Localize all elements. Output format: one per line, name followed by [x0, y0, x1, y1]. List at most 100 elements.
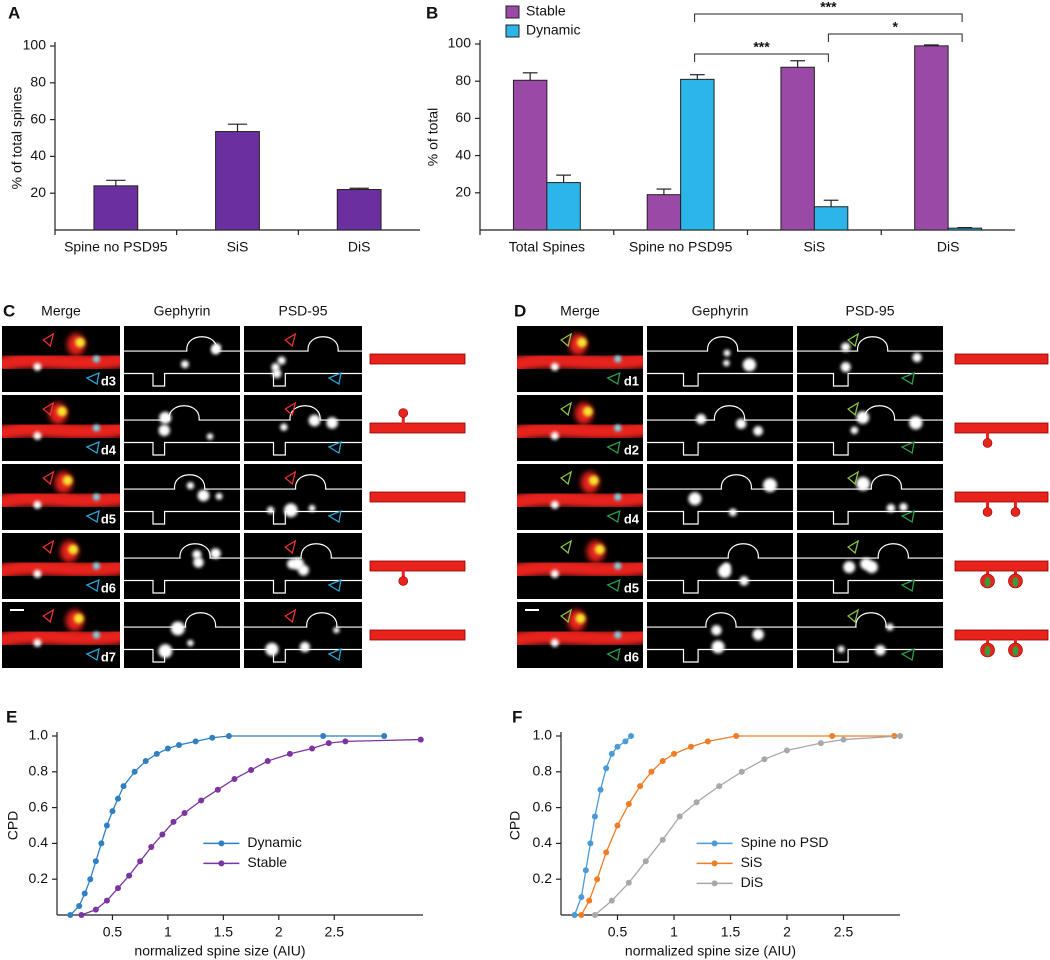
cdf-point [115, 885, 121, 892]
x-tick-label: 1 [670, 924, 678, 940]
image-tile: d3 [2, 326, 120, 392]
arrowhead [846, 539, 860, 555]
puncta [742, 358, 756, 372]
puncta [614, 631, 622, 639]
legend-label: Spine no PSD [741, 834, 829, 850]
bar [512, 79, 548, 231]
outline [647, 579, 793, 594]
schematic-dendrite [954, 422, 1049, 434]
cdf-point [342, 738, 349, 745]
arrowhead [606, 371, 621, 386]
image-tile [647, 533, 793, 599]
arrowhead [606, 509, 621, 524]
legend-marker [711, 840, 718, 847]
cdf-point [192, 738, 199, 745]
puncta [192, 549, 202, 559]
puncta [33, 431, 42, 440]
tile-background [124, 533, 240, 599]
outline [797, 648, 943, 663]
image-tile [244, 602, 362, 668]
outline [124, 612, 240, 628]
puncta [594, 544, 605, 555]
bar [914, 45, 949, 231]
y-tick-label: 100 [448, 35, 472, 51]
cdf-point [597, 786, 604, 793]
puncta [193, 557, 204, 568]
x-tick-label: 1.5 [721, 924, 741, 940]
outline [124, 474, 240, 490]
image-tile [797, 326, 943, 392]
dendrite [2, 420, 120, 442]
cdf-point [103, 822, 110, 829]
cdf-point [164, 745, 171, 752]
cdf-line [594, 735, 901, 916]
arrowhead [284, 401, 297, 417]
x-axis-label: normalized spine size (AIU) [134, 943, 305, 959]
cdf-point [92, 858, 99, 865]
cdf-point [693, 799, 700, 806]
y-tick-label: 80 [30, 74, 46, 90]
puncta [181, 360, 189, 369]
cdf-point [225, 733, 232, 739]
cdf-point [840, 736, 847, 743]
image-tile [797, 464, 943, 530]
cdf-point [578, 894, 585, 901]
image-tile [124, 533, 240, 599]
y-tick-label: 0.4 [29, 834, 49, 850]
bar [93, 185, 139, 231]
puncta [62, 475, 73, 486]
cdf-point [214, 786, 221, 793]
outline [797, 474, 943, 490]
outline [124, 510, 240, 525]
arrowhead [559, 470, 573, 486]
cdf-point [738, 768, 745, 775]
tile-background [244, 326, 362, 392]
cdf-point [78, 912, 85, 918]
outline [244, 579, 362, 594]
arrowhead [42, 332, 55, 348]
puncta [582, 406, 593, 417]
legend-marker [218, 860, 225, 867]
puncta [550, 500, 559, 509]
puncta [576, 337, 587, 348]
day-label: d1 [624, 373, 639, 388]
puncta [752, 628, 764, 641]
y-tick-label: 0.8 [533, 763, 553, 779]
x-tick-label: 1 [164, 924, 172, 940]
bar [680, 78, 715, 231]
arrowhead [42, 608, 55, 624]
cdf-point [614, 743, 621, 750]
arrowhead [85, 509, 100, 524]
cdf-point [103, 897, 110, 904]
legend-marker [711, 880, 718, 887]
schematic-spine-head [982, 507, 993, 517]
outline [124, 405, 240, 421]
y-tick-label: 1.0 [533, 727, 553, 743]
y-axis-label: CPD [5, 811, 21, 841]
image-tile [797, 395, 943, 461]
tile-background [797, 395, 943, 461]
puncta [333, 626, 340, 634]
puncta [753, 426, 764, 436]
tile-background [647, 464, 793, 530]
puncta [909, 416, 923, 430]
panel-letter: A [8, 3, 20, 22]
cdf-point [659, 836, 666, 843]
outline [244, 441, 362, 456]
arrowhead [900, 509, 915, 524]
outline [647, 405, 793, 421]
x-tick-label: Spine no PSD95 [64, 239, 168, 255]
puncta [92, 355, 100, 363]
cdf-point [622, 738, 629, 745]
outline [244, 612, 362, 628]
y-tick-label: 100 [23, 37, 47, 53]
image-tile [797, 533, 943, 599]
significance-label: *** [753, 39, 770, 55]
cdf-point [81, 890, 88, 897]
cdf-point [642, 858, 649, 865]
x-tick-label: 2.5 [325, 924, 345, 940]
arrowhead [284, 332, 297, 348]
puncta [886, 503, 896, 513]
schematic-dendrite [954, 560, 1049, 572]
significance-bracket [694, 13, 963, 22]
